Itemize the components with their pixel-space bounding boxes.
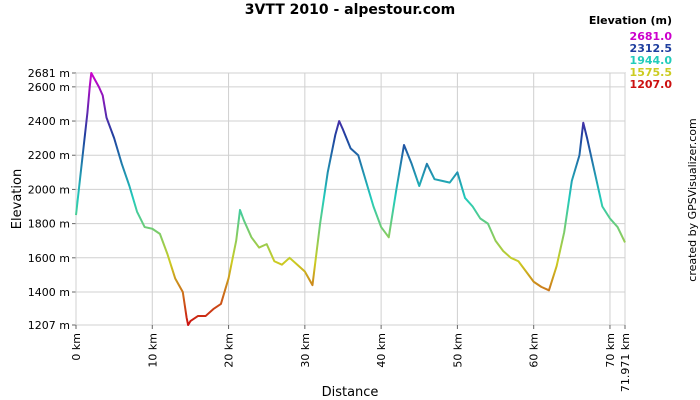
y-tick-label: 2200 m (28, 149, 70, 162)
x-tick-label: 70 km (604, 333, 617, 368)
x-tick-label: 20 km (223, 333, 236, 368)
credit: created by GPSVisualizer.com (686, 118, 699, 281)
y-tick-label: 2000 m (28, 183, 70, 196)
y-tick-label: 1800 m (28, 218, 70, 231)
y-tick-label: 1207 m (28, 319, 70, 332)
y-tick-label: 1600 m (28, 252, 70, 265)
x-tick-label: 50 km (451, 333, 464, 368)
legend-value: 1575.5 (630, 66, 672, 79)
legend-value: 2312.5 (630, 42, 672, 55)
x-tick-label: 0 km (70, 333, 83, 361)
y-tick-label: 2600 m (28, 81, 70, 94)
x-tick-label: 71.971 km (619, 333, 632, 392)
y-tick-label: 1400 m (28, 286, 70, 299)
x-tick-label: 60 km (528, 333, 541, 368)
legend-value: 2681.0 (630, 30, 673, 43)
legend-value: 1207.0 (630, 78, 673, 91)
y-tick-label: 2400 m (28, 115, 70, 128)
y-tick-label: 2681 m (28, 67, 70, 80)
chart-title: 3VTT 2010 - alpestour.com (245, 2, 456, 18)
legend-value: 1944.0 (630, 54, 673, 67)
y-axis-label: Elevation (10, 169, 25, 229)
elevation-line (75, 72, 626, 326)
x-tick-label: 40 km (375, 333, 388, 368)
legend-title: Elevation (m) (589, 14, 672, 27)
x-axis-label: Distance (322, 385, 379, 400)
x-tick-label: 10 km (146, 333, 159, 368)
x-tick-label: 30 km (299, 333, 312, 368)
